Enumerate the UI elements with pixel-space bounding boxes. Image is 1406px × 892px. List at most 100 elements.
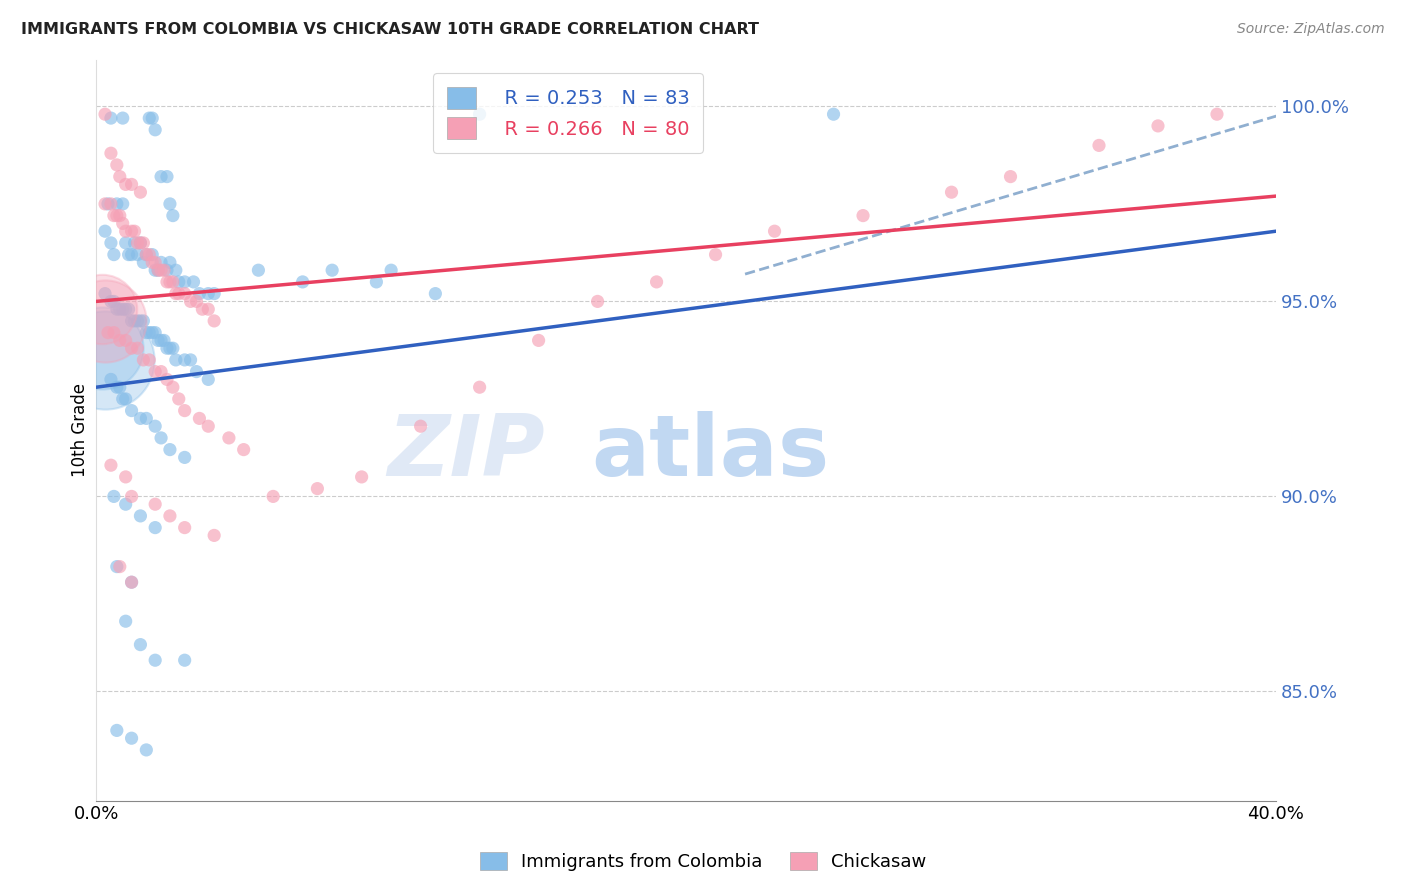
- Point: [111, 302, 134, 317]
- Point: [135, 411, 157, 425]
- Point: [425, 286, 447, 301]
- Point: [103, 247, 125, 261]
- Point: [108, 209, 131, 223]
- Point: [132, 235, 155, 250]
- Legend: Immigrants from Colombia, Chickasaw: Immigrants from Colombia, Chickasaw: [472, 845, 934, 879]
- Point: [162, 341, 184, 355]
- Point: [586, 294, 609, 309]
- Point: [1206, 107, 1229, 121]
- Point: [127, 247, 149, 261]
- Point: [100, 197, 122, 211]
- Point: [188, 286, 211, 301]
- Point: [117, 247, 139, 261]
- Point: [146, 263, 169, 277]
- Point: [141, 247, 163, 261]
- Point: [173, 403, 195, 417]
- Point: [121, 224, 143, 238]
- Point: [852, 209, 875, 223]
- Point: [111, 111, 134, 125]
- Point: [105, 302, 128, 317]
- Point: [1147, 119, 1170, 133]
- Point: [100, 111, 122, 125]
- Point: [114, 497, 136, 511]
- Point: [202, 528, 225, 542]
- Point: [143, 653, 166, 667]
- Point: [121, 403, 143, 417]
- Point: [183, 275, 205, 289]
- Point: [143, 419, 166, 434]
- Point: [127, 341, 149, 355]
- Point: [94, 286, 117, 301]
- Point: [150, 263, 173, 277]
- Point: [159, 255, 181, 269]
- Point: [409, 419, 432, 434]
- Point: [105, 209, 128, 223]
- Point: [138, 326, 160, 340]
- Point: [138, 352, 160, 367]
- Point: [114, 470, 136, 484]
- Point: [127, 314, 149, 328]
- Point: [162, 380, 184, 394]
- Point: [307, 482, 329, 496]
- Point: [94, 107, 117, 121]
- Point: [111, 216, 134, 230]
- Point: [173, 275, 195, 289]
- Text: atlas: atlas: [592, 411, 830, 494]
- Point: [366, 275, 388, 289]
- Point: [645, 275, 668, 289]
- Point: [150, 431, 173, 445]
- Point: [143, 326, 166, 340]
- Point: [167, 286, 190, 301]
- Point: [94, 352, 117, 367]
- Point: [173, 352, 195, 367]
- Point: [165, 352, 187, 367]
- Point: [129, 314, 152, 328]
- Point: [180, 352, 202, 367]
- Point: [146, 263, 169, 277]
- Point: [162, 209, 184, 223]
- Point: [121, 731, 143, 746]
- Point: [127, 235, 149, 250]
- Point: [321, 263, 343, 277]
- Point: [124, 235, 146, 250]
- Point: [159, 275, 181, 289]
- Point: [1088, 138, 1111, 153]
- Point: [247, 263, 270, 277]
- Point: [159, 442, 181, 457]
- Point: [100, 146, 122, 161]
- Point: [173, 286, 195, 301]
- Point: [763, 224, 786, 238]
- Point: [165, 263, 187, 277]
- Point: [186, 365, 208, 379]
- Point: [135, 247, 157, 261]
- Point: [111, 197, 134, 211]
- Point: [100, 294, 122, 309]
- Point: [156, 169, 179, 184]
- Point: [132, 352, 155, 367]
- Point: [218, 431, 240, 445]
- Point: [150, 334, 173, 348]
- Point: [823, 107, 845, 121]
- Point: [100, 458, 122, 473]
- Point: [129, 235, 152, 250]
- Point: [150, 365, 173, 379]
- Point: [108, 169, 131, 184]
- Point: [173, 450, 195, 465]
- Point: [121, 341, 143, 355]
- Point: [129, 185, 152, 199]
- Point: [94, 314, 117, 328]
- Point: [97, 197, 120, 211]
- Point: [941, 185, 963, 199]
- Point: [114, 392, 136, 406]
- Point: [159, 341, 181, 355]
- Point: [135, 247, 157, 261]
- Point: [156, 263, 179, 277]
- Point: [527, 334, 550, 348]
- Point: [141, 255, 163, 269]
- Point: [262, 490, 284, 504]
- Point: [121, 575, 143, 590]
- Legend:   R = 0.253   N = 83,   R = 0.266   N = 80: R = 0.253 N = 83, R = 0.266 N = 80: [433, 73, 703, 153]
- Point: [121, 247, 143, 261]
- Point: [114, 224, 136, 238]
- Point: [105, 158, 128, 172]
